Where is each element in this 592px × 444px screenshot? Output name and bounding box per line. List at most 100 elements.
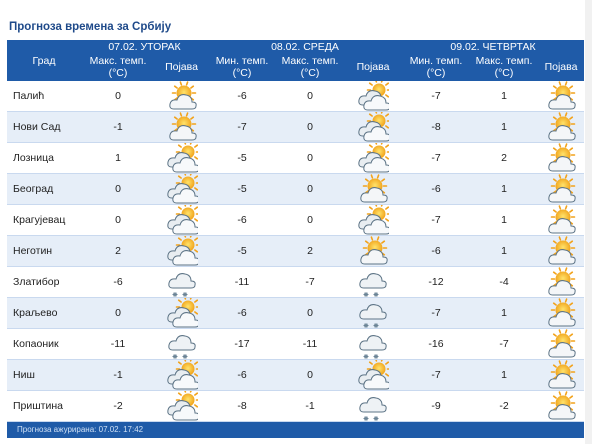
d2-max-temp: 0 — [276, 359, 344, 391]
d2-weather — [344, 111, 402, 143]
snow-cloud-icon — [359, 273, 387, 297]
sun-cloud-icon — [548, 360, 576, 389]
header-d1-icon: Појава — [155, 53, 208, 81]
d1-max-temp: 0 — [81, 204, 155, 236]
table-row: Ниш -1 -6 0 -7 1 — [7, 359, 584, 391]
d3-min-temp: -9 — [402, 390, 470, 422]
sun-cloud-icon — [548, 298, 576, 327]
city-name: Краљево — [7, 297, 81, 329]
d3-weather — [538, 235, 584, 267]
city-name: Лозница — [7, 142, 81, 174]
city-name: Ниш — [7, 359, 81, 391]
table-row: Копаоник -11 -17 -11 -16 -7 — [7, 328, 584, 360]
d3-weather — [538, 81, 584, 112]
d3-weather — [538, 142, 584, 174]
d1-max-temp: 0 — [81, 173, 155, 205]
sun-cloud-icon — [548, 329, 576, 358]
d3-min-temp: -16 — [402, 328, 470, 360]
d3-weather — [538, 297, 584, 329]
d3-min-temp: -6 — [402, 235, 470, 267]
d2-weather — [344, 204, 402, 236]
d2-weather — [344, 328, 402, 360]
d2-min-temp: -7 — [208, 111, 276, 143]
cloud-sun-icon — [358, 360, 389, 390]
d2-max-temp: 0 — [276, 81, 344, 112]
cloud-sun-icon — [358, 205, 389, 235]
header-day-1: 07.02. УТОРАК — [81, 40, 208, 53]
header-d3-min: Мин. темп. (°C) — [402, 53, 470, 81]
d2-min-temp: -6 — [208, 359, 276, 391]
d3-min-temp: -8 — [402, 111, 470, 143]
d1-weather — [155, 111, 208, 143]
d2-min-temp: -11 — [208, 266, 276, 298]
header-d1-max: Макс. темп. (°C) — [81, 53, 155, 81]
d2-max-temp: 2 — [276, 235, 344, 267]
cloud-sun-icon — [358, 81, 389, 111]
sun-cloud-icon — [168, 112, 197, 141]
d3-min-temp: -7 — [402, 297, 470, 329]
sun-cloud-icon — [548, 112, 576, 141]
d3-max-temp: -4 — [470, 266, 538, 298]
d3-min-temp: -7 — [402, 81, 470, 112]
d1-weather — [155, 235, 208, 267]
snow-cloud-icon — [167, 273, 196, 297]
table-row: Златибор -6 -11 -7 -12 -4 — [7, 266, 584, 298]
d3-weather — [538, 173, 584, 205]
d3-min-temp: -12 — [402, 266, 470, 298]
snow-cloud-icon — [359, 304, 387, 328]
d3-min-temp: -7 — [402, 359, 470, 391]
d2-min-temp: -6 — [208, 204, 276, 236]
d1-weather — [155, 328, 208, 360]
d3-max-temp: 1 — [470, 235, 538, 267]
d3-min-temp: -6 — [402, 173, 470, 205]
d3-weather — [538, 204, 584, 236]
sun-cloud-icon — [548, 174, 576, 203]
cloud-sun-icon — [166, 205, 198, 235]
sun-cloud-icon — [548, 205, 576, 234]
d2-max-temp: 0 — [276, 297, 344, 329]
d2-min-temp: -6 — [208, 297, 276, 329]
snow-cloud-icon — [359, 335, 387, 359]
d2-weather — [344, 390, 402, 422]
table-row: Београд 0 -5 0 -6 1 — [7, 173, 584, 205]
table-row: Нови Сад -1 -7 0 -8 1 — [7, 111, 584, 143]
d1-max-temp: -2 — [81, 390, 155, 422]
d3-max-temp: 1 — [470, 359, 538, 391]
scrollbar-track[interactable] — [585, 0, 592, 444]
d1-weather — [155, 204, 208, 236]
table-row: Краљево 0 -6 0 -7 1 — [7, 297, 584, 329]
header-d2-min: Мин. темп. (°C) — [208, 53, 276, 81]
cloud-sun-icon — [166, 143, 198, 173]
d3-min-temp: -7 — [402, 204, 470, 236]
d1-max-temp: 0 — [81, 81, 155, 112]
d1-max-temp: 0 — [81, 297, 155, 329]
d2-weather — [344, 266, 402, 298]
d3-max-temp: -7 — [470, 328, 538, 360]
d2-min-temp: -5 — [208, 235, 276, 267]
footer-updated: Прогноза ажурирана: 07.02. 17:42 — [7, 422, 584, 438]
city-name: Крагујевац — [7, 204, 81, 236]
d3-max-temp: 1 — [470, 111, 538, 143]
forecast-table: Град 07.02. УТОРАК 08.02. СРЕДА 09.02. Ч… — [7, 40, 584, 422]
sun-cloud-icon — [548, 81, 576, 110]
header-d2-icon: Појава — [344, 53, 402, 81]
d1-weather — [155, 390, 208, 422]
city-name: Златибор — [7, 266, 81, 298]
sun-cloud-icon — [548, 391, 576, 420]
header-city: Град — [7, 40, 81, 81]
d2-weather — [344, 235, 402, 267]
city-name: Неготин — [7, 235, 81, 267]
page-title: Прогноза времена за Србију — [9, 21, 172, 33]
table-row: Палић 0 -6 0 -7 1 — [7, 81, 584, 112]
d3-max-temp: 1 — [470, 204, 538, 236]
d3-weather — [538, 328, 584, 360]
d2-min-temp: -8 — [208, 390, 276, 422]
d3-min-temp: -7 — [402, 142, 470, 174]
d3-max-temp: -2 — [470, 390, 538, 422]
sun-cloud-icon — [548, 143, 576, 172]
d2-min-temp: -5 — [208, 173, 276, 205]
cloud-sun-icon — [166, 236, 198, 266]
d1-max-temp: -1 — [81, 359, 155, 391]
cloud-sun-icon — [166, 360, 198, 390]
d3-max-temp: 1 — [470, 173, 538, 205]
